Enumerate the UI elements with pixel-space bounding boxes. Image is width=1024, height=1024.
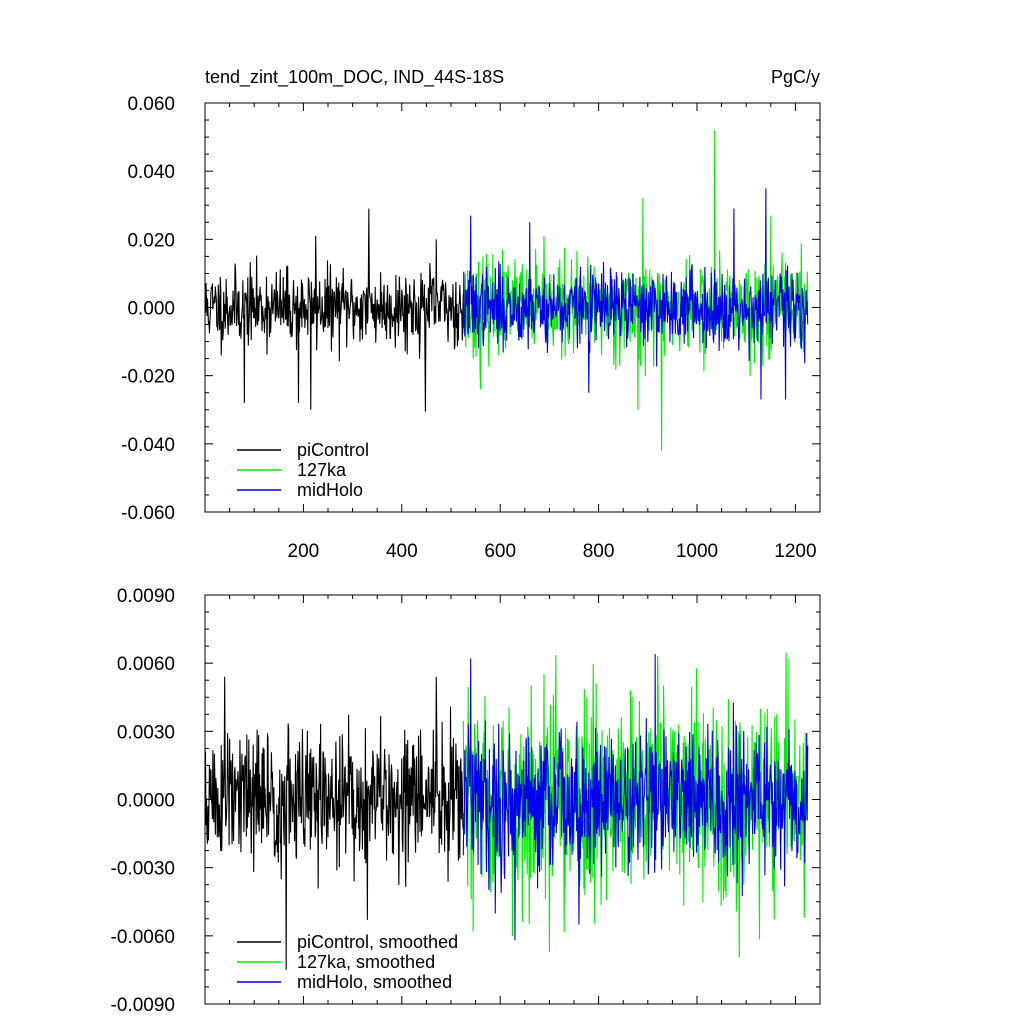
legend-label: midHolo, smoothed xyxy=(297,972,452,992)
series-layer xyxy=(205,652,809,970)
bottom-panel: -0.0090 -0.0060 -0.0030 0.0000 0.0030 0.0060 0… xyxy=(111,586,821,1016)
y-tick-label: 0.040 xyxy=(127,162,175,183)
legend-label: midHolo xyxy=(297,480,363,500)
x-tick-label: 200 xyxy=(288,541,320,562)
y-tick-label: 0.0030 xyxy=(117,722,175,743)
legend-label: 127ka xyxy=(297,460,347,480)
series-line-picontrol-smoothed xyxy=(205,676,464,970)
x-tick-label: 1000 xyxy=(676,541,718,562)
series-line-127ka xyxy=(462,130,809,451)
series-layer xyxy=(205,130,809,451)
y-tick-label: -0.0060 xyxy=(111,927,175,948)
y-tick-label: 0.020 xyxy=(127,230,175,251)
series-line-midholo-smoothed xyxy=(462,654,809,941)
series-line-127ka-smoothed xyxy=(462,652,809,958)
y-tick-label: -0.040 xyxy=(121,435,175,456)
x-tick-label: 400 xyxy=(386,541,418,562)
x-tick-label: 1200 xyxy=(774,541,816,562)
y-tick-label: -0.060 xyxy=(121,503,175,524)
series-line-midholo xyxy=(462,188,809,400)
legend-label: 127ka, smoothed xyxy=(297,952,435,972)
top-panel: tend_zint_100m_DOC, IND_44S-18S PgC/y -0… xyxy=(121,67,821,562)
axis-layer: -0.0090 -0.0060 -0.0030 0.0000 0.0030 0.0060 0… xyxy=(111,586,820,1016)
axis-layer: -0.060 -0.040 -0.020 0.000 0.020 0.040 0.060 20… xyxy=(121,94,820,562)
y-tick-label: 0.0060 xyxy=(117,654,175,675)
y-tick-label: -0.0090 xyxy=(111,995,175,1016)
y-tick-label: -0.0030 xyxy=(111,859,175,880)
legend-label: piControl, smoothed xyxy=(297,932,458,952)
y-tick-label: -0.020 xyxy=(121,367,175,388)
x-tick-label: 600 xyxy=(484,541,516,562)
y-tick-label: 0.000 xyxy=(127,299,175,320)
y-tick-label: 0.0000 xyxy=(117,791,175,812)
y-tick-label: 0.0090 xyxy=(117,586,175,607)
chart-title: tend_zint_100m_DOC, IND_44S-18S xyxy=(205,67,504,88)
series-line-picontrol xyxy=(205,208,464,412)
x-tick-label: 800 xyxy=(583,541,615,562)
legend-label: piControl xyxy=(297,440,369,460)
y-tick-label: 0.060 xyxy=(127,94,175,115)
units-label: PgC/y xyxy=(771,67,820,87)
